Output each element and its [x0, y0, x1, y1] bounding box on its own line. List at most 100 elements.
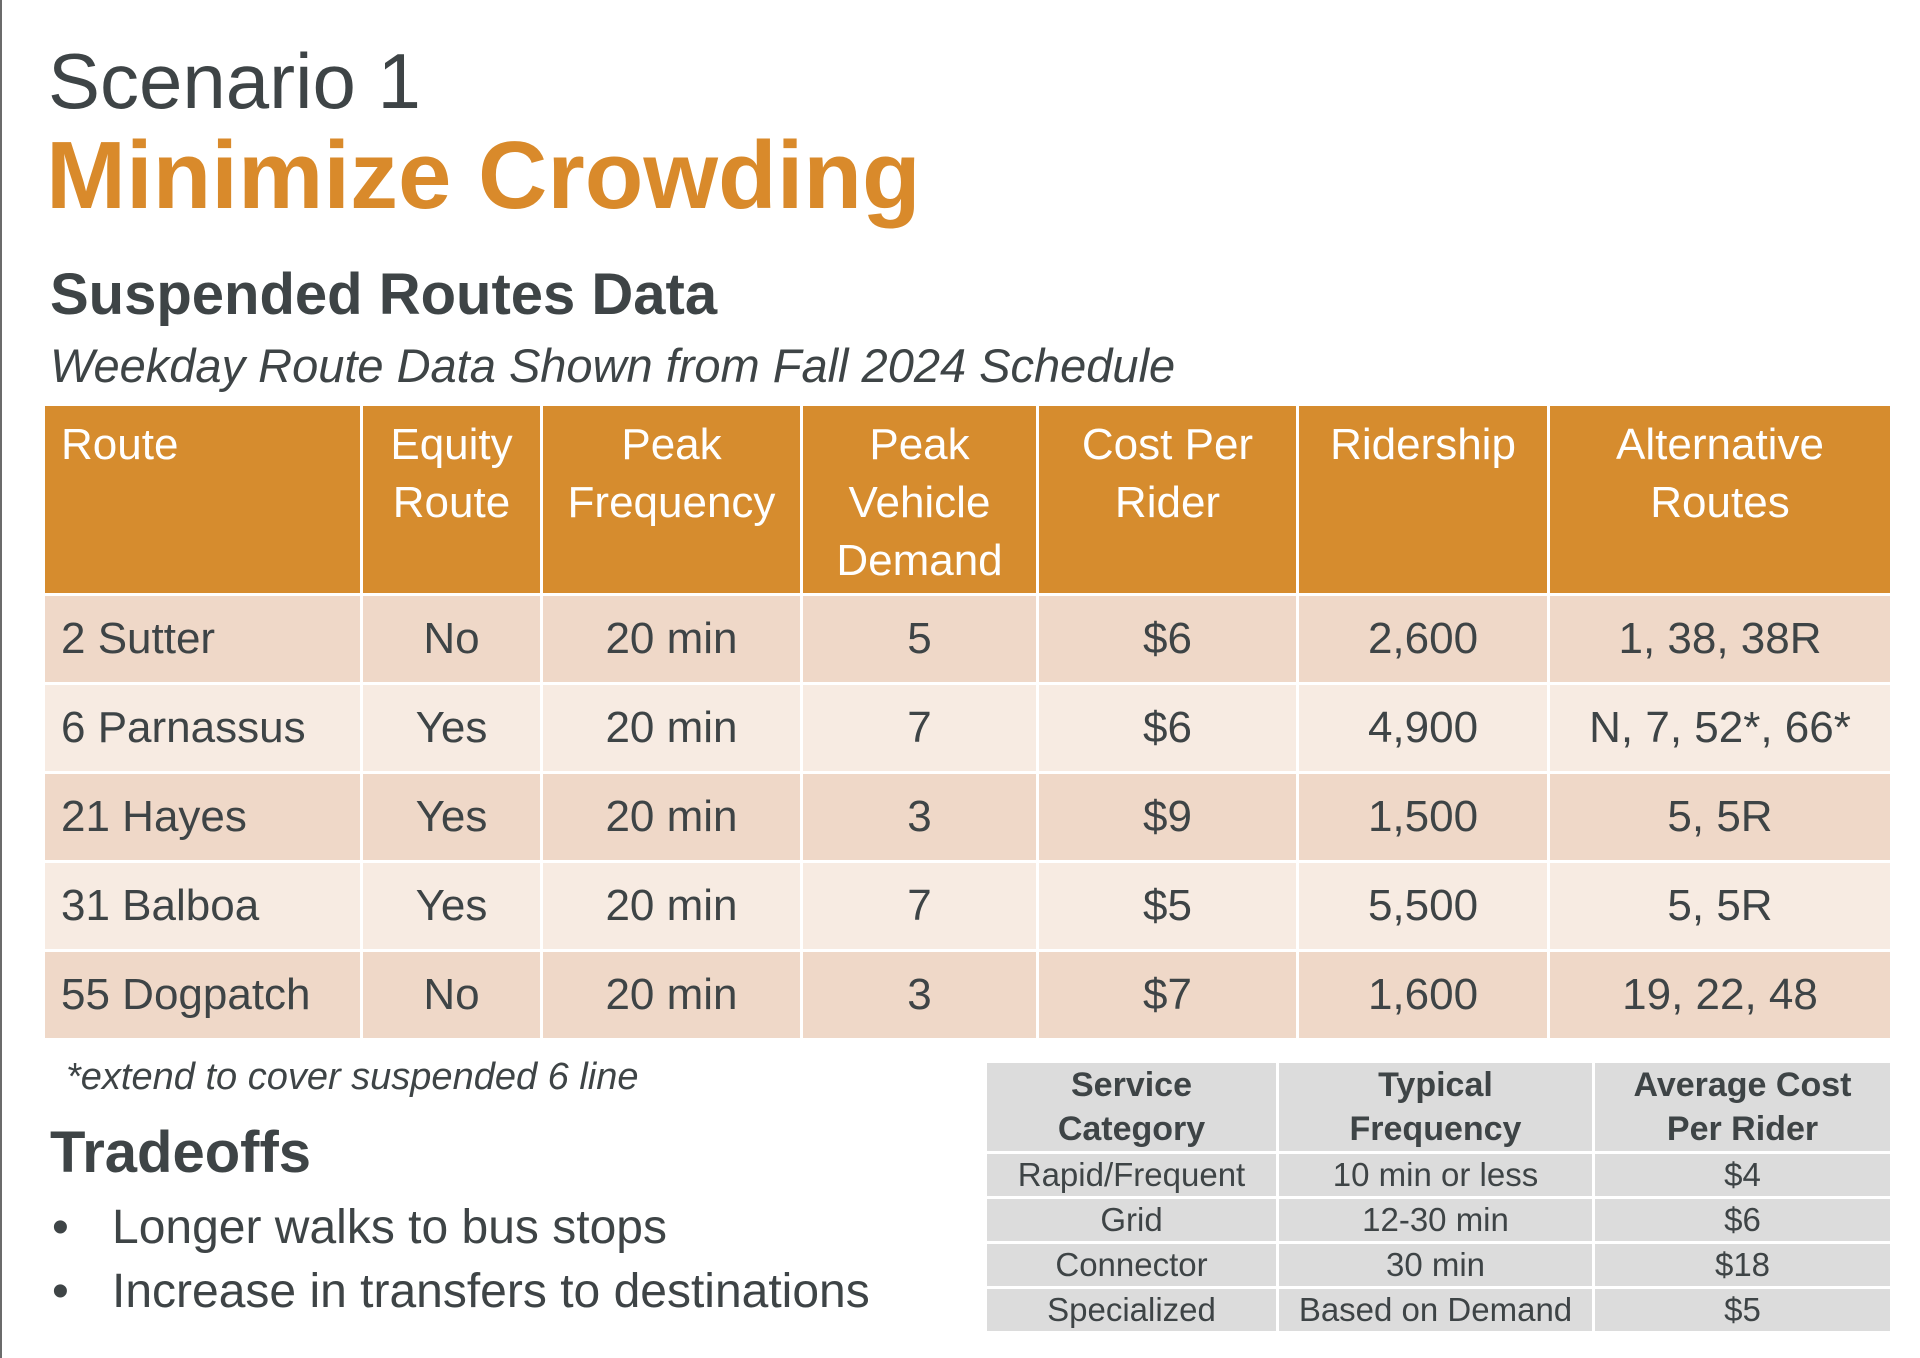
service-category-cell: Connector [984, 1241, 1279, 1289]
table-row: Specialized Based on Demand $5 [984, 1286, 1893, 1334]
table-row: 31 Balboa Yes 20 min 7 $5 5,500 5, 5R [42, 860, 1893, 952]
suspended-routes-table: Route Equity Route Peak Frequency Peak V… [42, 403, 1893, 1041]
service-category-cell: Rapid/Frequent [984, 1151, 1279, 1199]
header-line: Category [1057, 1110, 1206, 1148]
average-cost-cell: $5 [1592, 1286, 1893, 1334]
equity-cell: No [360, 593, 543, 685]
table-row: 2 Sutter No 20 min 5 $6 2,600 1, 38, 38R [42, 593, 1893, 685]
ridership-cell: 1,500 [1296, 771, 1550, 863]
frequency-cell: 20 min [540, 682, 803, 774]
route-cell: 6 Parnassus [42, 682, 363, 774]
ridership-cell: 5,500 [1296, 860, 1550, 952]
service-header-row: Service Category Typical Frequency Avera… [984, 1060, 1893, 1154]
vehicle-demand-cell: 7 [800, 682, 1039, 774]
header-line: Average Cost [1633, 1066, 1852, 1104]
frequency-cell: 20 min [540, 949, 803, 1041]
table-row: Grid 12-30 min $6 [984, 1196, 1893, 1244]
average-cost-cell: $6 [1592, 1196, 1893, 1244]
list-item-text: Increase in transfers to destinations [112, 1265, 870, 1318]
tradeoffs-list: • Longer walks to bus stops • Increase i… [50, 1196, 870, 1324]
alternative-routes-cell: 1, 38, 38R [1547, 593, 1893, 685]
list-item: • Longer walks to bus stops [50, 1196, 870, 1260]
bullet-icon: • [52, 1265, 69, 1318]
equity-cell: Yes [360, 771, 543, 863]
header-line: Equity [390, 420, 513, 469]
scenario-label: Scenario 1 [48, 37, 421, 125]
cost-cell: $7 [1036, 949, 1299, 1041]
column-header-route: Route [42, 403, 363, 596]
average-cost-cell: $4 [1592, 1151, 1893, 1199]
ridership-cell: 2,600 [1296, 593, 1550, 685]
ridership-cell: 1,600 [1296, 949, 1550, 1041]
header-line: Typical [1378, 1066, 1493, 1104]
route-cell: 31 Balboa [42, 860, 363, 952]
header-line: Rider [1114, 478, 1221, 527]
route-cell: 2 Sutter [42, 593, 363, 685]
typical-frequency-cell: 10 min or less [1276, 1151, 1595, 1199]
route-cell: 21 Hayes [42, 771, 363, 863]
vehicle-demand-cell: 3 [800, 771, 1039, 863]
cost-cell: $9 [1036, 771, 1299, 863]
header-line: Route [61, 420, 179, 469]
header-line: Peak [869, 420, 970, 469]
left-border [0, 0, 2, 1358]
table-header-row: Route Equity Route Peak Frequency Peak V… [42, 403, 1893, 596]
header-line: Frequency [1349, 1110, 1522, 1148]
header-line: Ridership [1330, 420, 1516, 469]
vehicle-demand-cell: 5 [800, 593, 1039, 685]
tradeoffs-title: Tradeoffs [50, 1120, 312, 1185]
header-line: Routes [1650, 478, 1790, 527]
footnote: *extend to cover suspended 6 line [66, 1056, 639, 1098]
header-line: Alternative [1616, 420, 1824, 469]
alternative-routes-cell: N, 7, 52*, 66* [1547, 682, 1893, 774]
table-row: 21 Hayes Yes 20 min 3 $9 1,500 5, 5R [42, 771, 1893, 863]
column-header-ridership: Ridership [1296, 403, 1550, 596]
vehicle-demand-cell: 3 [800, 949, 1039, 1041]
table-row: Rapid/Frequent 10 min or less $4 [984, 1151, 1893, 1199]
typical-frequency-cell: 12-30 min [1276, 1196, 1595, 1244]
suspended-routes-title: Suspended Routes Data [50, 262, 718, 327]
column-header-peak-frequency: Peak Frequency [540, 403, 803, 596]
service-category-table: Service Category Typical Frequency Avera… [984, 1060, 1893, 1334]
column-header-average-cost: Average Cost Per Rider [1592, 1060, 1893, 1154]
list-item-text: Longer walks to bus stops [112, 1201, 667, 1254]
frequency-cell: 20 min [540, 593, 803, 685]
header-line: Peak [621, 420, 722, 469]
cost-cell: $5 [1036, 860, 1299, 952]
header-line: Vehicle [848, 478, 991, 527]
alternative-routes-cell: 5, 5R [1547, 771, 1893, 863]
suspended-routes-subtitle: Weekday Route Data Shown from Fall 2024 … [50, 339, 1176, 392]
table-row: Connector 30 min $18 [984, 1241, 1893, 1289]
average-cost-cell: $18 [1592, 1241, 1893, 1289]
table-row: 55 Dogpatch No 20 min 3 $7 1,600 19, 22,… [42, 949, 1893, 1041]
column-header-service-category: Service Category [984, 1060, 1279, 1154]
cost-cell: $6 [1036, 682, 1299, 774]
header-line: Route [392, 478, 511, 527]
header-line: Service [1071, 1066, 1192, 1104]
frequency-cell: 20 min [540, 860, 803, 952]
column-header-alternative-routes: Alternative Routes [1547, 403, 1893, 596]
page-title: Minimize Crowding [46, 122, 921, 229]
ridership-cell: 4,900 [1296, 682, 1550, 774]
table-row: 6 Parnassus Yes 20 min 7 $6 4,900 N, 7, … [42, 682, 1893, 774]
vehicle-demand-cell: 7 [800, 860, 1039, 952]
route-cell: 55 Dogpatch [42, 949, 363, 1041]
equity-cell: Yes [360, 682, 543, 774]
column-header-cost-per-rider: Cost Per Rider [1036, 403, 1299, 596]
typical-frequency-cell: Based on Demand [1276, 1286, 1595, 1334]
column-header-peak-vehicle-demand: Peak Vehicle Demand [800, 403, 1039, 596]
typical-frequency-cell: 30 min [1276, 1241, 1595, 1289]
equity-cell: No [360, 949, 543, 1041]
service-category-cell: Specialized [984, 1286, 1279, 1334]
header-line: Cost Per [1081, 420, 1254, 469]
column-header-typical-frequency: Typical Frequency [1276, 1060, 1595, 1154]
list-item: • Increase in transfers to destinations [50, 1260, 870, 1324]
alternative-routes-cell: 19, 22, 48 [1547, 949, 1893, 1041]
cost-cell: $6 [1036, 593, 1299, 685]
alternative-routes-cell: 5, 5R [1547, 860, 1893, 952]
header-line: Frequency [567, 478, 776, 527]
header-line: Per Rider [1666, 1110, 1819, 1148]
bullet-icon: • [52, 1201, 69, 1254]
equity-cell: Yes [360, 860, 543, 952]
column-header-equity-route: Equity Route [360, 403, 543, 596]
